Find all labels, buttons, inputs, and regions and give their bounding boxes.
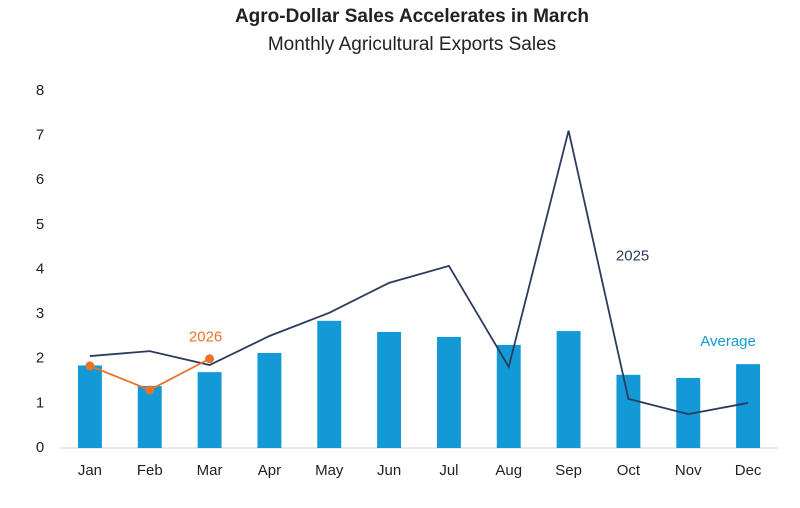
x-tick-label: Mar <box>197 462 223 479</box>
bar <box>556 331 581 448</box>
y-tick-label: 6 <box>36 171 44 188</box>
x-tick-label: Feb <box>137 462 163 479</box>
bar <box>257 352 282 448</box>
x-tick-label: Sep <box>555 462 582 479</box>
x-tick-label: Jun <box>377 462 401 479</box>
x-tick-label: May <box>315 462 344 479</box>
x-tick-label: Dec <box>735 462 762 479</box>
x-tick-label: Nov <box>675 462 702 479</box>
y-tick-label: 0 <box>36 439 44 456</box>
bar <box>77 365 102 448</box>
bar <box>496 344 521 448</box>
y-tick-label: 5 <box>36 216 44 233</box>
bar <box>736 364 761 448</box>
bar <box>377 331 402 448</box>
marker <box>205 354 215 364</box>
y-tick-label: 8 <box>36 82 44 99</box>
series-label: 2025 <box>616 248 649 265</box>
x-tick-label: Jan <box>78 462 102 479</box>
y-tick-label: 1 <box>36 394 44 411</box>
line <box>89 357 210 391</box>
chart-subtitle: Monthly Agricultural Exports Sales <box>268 34 556 55</box>
chart-title: Agro-Dollar Sales Accelerates in March <box>235 6 589 27</box>
y-tick-label: 3 <box>36 305 44 322</box>
bar <box>676 377 701 448</box>
marker <box>85 361 95 371</box>
y-tick-label: 4 <box>36 260 44 277</box>
y-tick-label: 2 <box>36 350 44 367</box>
series-label: 2026 <box>189 329 222 346</box>
y-tick-label: 7 <box>36 127 44 144</box>
x-tick-label: Aug <box>495 462 522 479</box>
x-tick-label: Apr <box>258 462 281 479</box>
x-tick-label: Oct <box>617 462 641 479</box>
x-tick-label: Jul <box>439 462 458 479</box>
bar <box>137 385 162 448</box>
series-label: Average <box>700 333 756 350</box>
bar <box>436 336 461 448</box>
bar <box>317 320 342 448</box>
bar <box>197 372 222 448</box>
marker <box>145 385 155 395</box>
line <box>89 130 749 416</box>
bar <box>616 374 641 448</box>
